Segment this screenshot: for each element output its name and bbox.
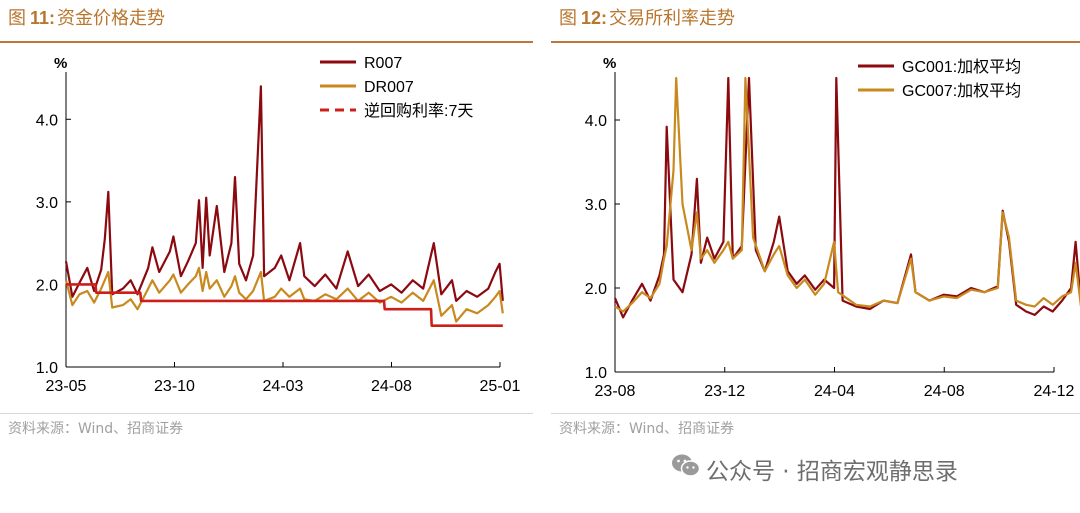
y-tick-label: 1.0	[585, 365, 607, 382]
source-divider	[0, 413, 533, 414]
x-tick-label: 24-03	[263, 378, 304, 395]
x-tick-label: 24-12	[1034, 383, 1075, 400]
legend-label: GC007:加权平均	[902, 82, 1021, 100]
series-line-policy	[66, 283, 503, 328]
x-tick-label: 25-01	[480, 378, 521, 395]
x-tick-label: 23-05	[46, 378, 87, 395]
figure-prefix: 图	[8, 8, 26, 29]
y-tick-label: 1.0	[36, 360, 58, 377]
y-tick-label: 3.0	[585, 197, 607, 214]
source-note: 资料来源：Wind、招商证券	[559, 421, 735, 437]
rate-chart-left: % 1.0 2.0 3.0 4.0 23-05 23-10 24-03 24-08 25-01 R0…	[36, 55, 521, 395]
y-tick-label: 2.0	[585, 281, 607, 298]
figure-title-text: 资金价格走势	[57, 8, 166, 29]
watermark-text: 公众号 · 招商宏观静思录	[706, 459, 958, 485]
figure-number: 12:	[581, 8, 608, 28]
rate-chart-right: % 1.0 2.0 3.0 4.0 23-08 23-12 24-04 24-08 24-12 GC…	[585, 55, 1080, 400]
y-unit-label: %	[54, 55, 67, 72]
source-divider	[551, 413, 1080, 414]
series-line-primary	[64, 85, 504, 302]
x-tick-label: 23-12	[704, 383, 745, 400]
series-line-secondary	[64, 266, 504, 323]
y-tick-label: 2.0	[36, 277, 58, 294]
figure-title-text: 交易所利率走势	[609, 8, 736, 29]
legend-label: R007	[364, 55, 402, 72]
y-tick-label: 4.0	[585, 113, 607, 130]
series-line-secondary	[614, 76, 1080, 313]
x-tick-label: 24-04	[814, 383, 855, 400]
figure-number: 11:	[30, 8, 56, 28]
source-note: 资料来源：Wind、招商证券	[8, 421, 184, 437]
y-tick-label: 3.0	[36, 195, 58, 212]
title-divider	[551, 41, 1080, 43]
x-tick-label: 23-10	[154, 378, 195, 395]
x-tick-label: 24-08	[371, 378, 412, 395]
title-divider	[0, 41, 533, 43]
legend-label: DR007	[364, 79, 414, 96]
wechat-icon	[672, 454, 701, 477]
legend-label: GC001:加权平均	[902, 58, 1021, 76]
series-line-primary	[613, 76, 1080, 319]
figure-title: 图 11: 资金价格走势	[8, 4, 165, 30]
x-tick-label: 24-08	[924, 383, 965, 400]
y-unit-label: %	[603, 55, 616, 72]
figure-prefix: 图	[559, 8, 577, 29]
y-tick-label: 4.0	[36, 112, 58, 129]
figure-title: 图 12: 交易所利率走势	[559, 4, 735, 30]
legend-label: 逆回购利率:7天	[364, 102, 473, 120]
x-tick-label: 23-08	[595, 383, 636, 400]
